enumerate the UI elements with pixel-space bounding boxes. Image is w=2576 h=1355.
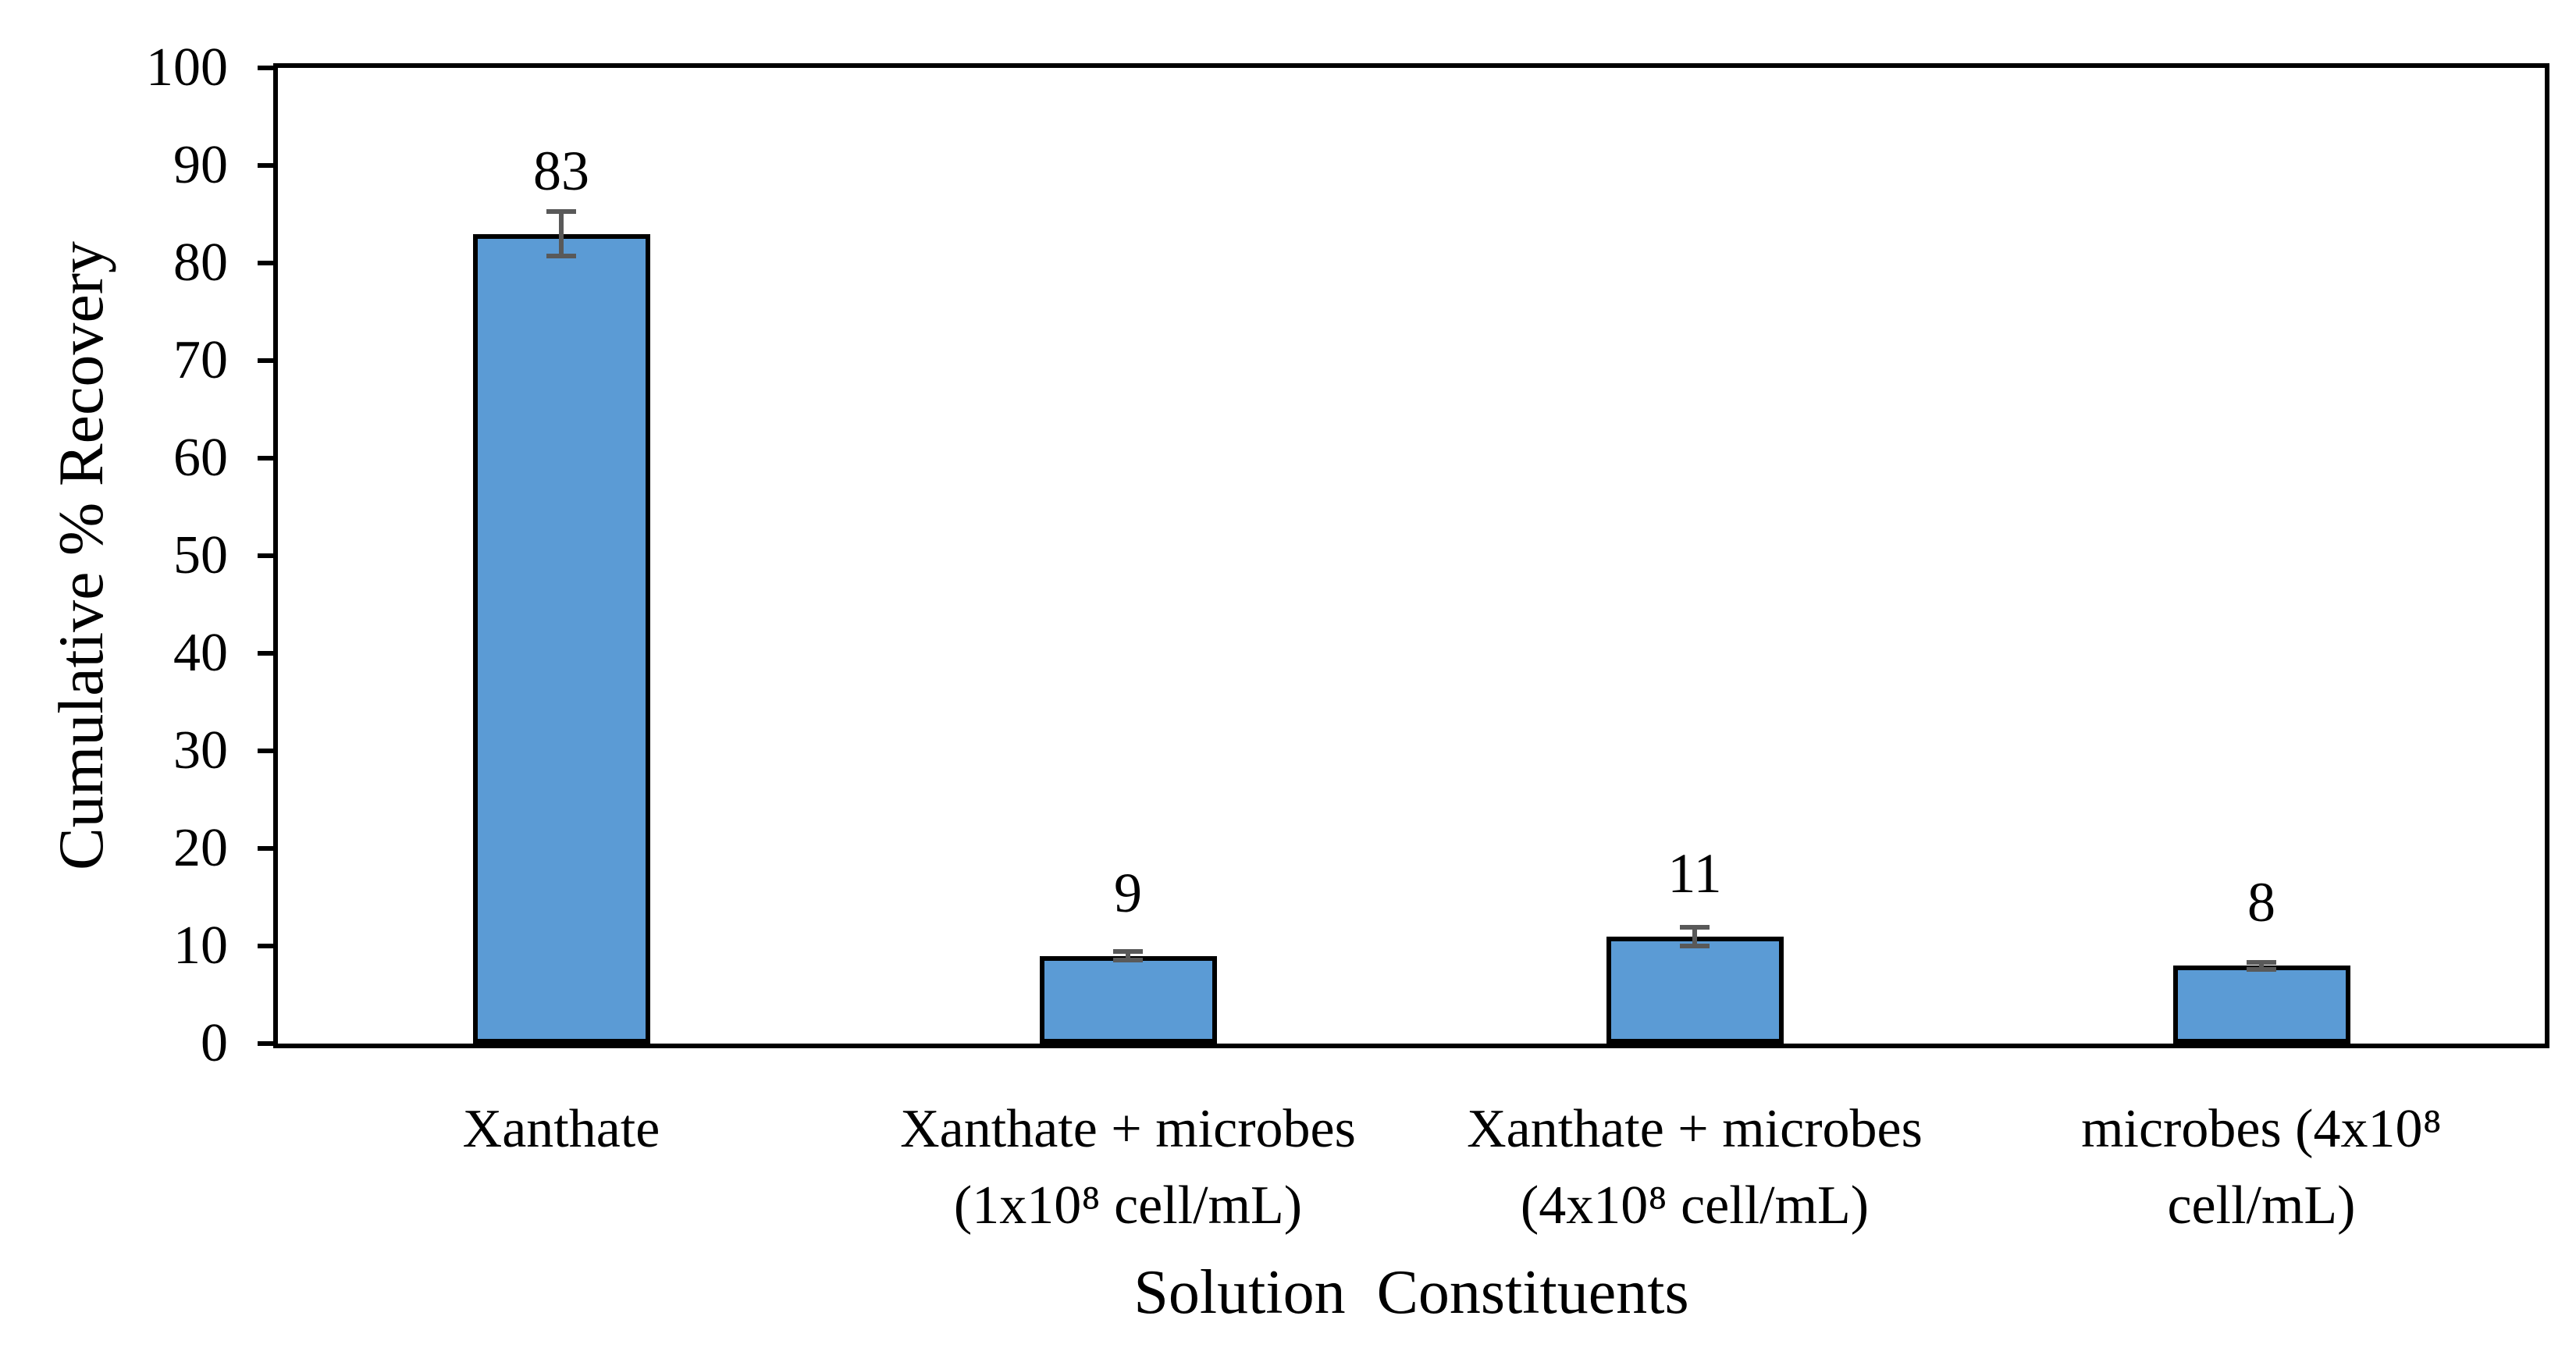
error-bar-stem <box>2259 959 2264 972</box>
y-tick-mark <box>258 163 278 168</box>
error-bar-cap-bottom <box>1680 943 1710 948</box>
x-category-label-line: (1x10⁸ cell/mL) <box>953 1175 1303 1236</box>
y-tick-label: 100 <box>146 37 228 98</box>
x-category-label: Xanthate <box>272 1091 850 1168</box>
x-category-label: Xanthate + microbes (4x10⁸ cell/mL) <box>1406 1091 1984 1244</box>
error-bar-cap-bottom <box>546 253 576 258</box>
y-tick-label: 80 <box>173 233 228 293</box>
y-tick-label: 20 <box>173 818 228 878</box>
error-bar-stem <box>1126 948 1130 963</box>
x-axis-title: Solution Constituents <box>1133 1258 1689 1327</box>
y-tick-label: 10 <box>173 916 228 976</box>
bar <box>472 233 650 1044</box>
x-category-label-line: microbes (4x10⁸ <box>2081 1099 2442 1159</box>
bar <box>1606 936 1784 1044</box>
bar <box>1039 955 1217 1044</box>
error-bar <box>1680 924 1710 948</box>
x-category-label-line: Xanthate <box>462 1099 660 1159</box>
plot-area: 83 9 11 8 <box>273 63 2549 1048</box>
bar-value-label: 11 <box>1667 841 1722 905</box>
error-bar-cap-bottom <box>1113 958 1143 963</box>
y-tick-mark <box>258 1041 278 1046</box>
y-tick-mark <box>258 553 278 558</box>
y-tick-mark <box>258 358 278 363</box>
x-category-label-line: Xanthate + microbes <box>1467 1099 1923 1159</box>
bar-value-label: 83 <box>533 139 589 202</box>
error-bar-cap-top <box>546 209 576 215</box>
y-tick-label: 40 <box>173 623 228 683</box>
y-tick-mark <box>258 651 278 656</box>
error-bar-stem <box>1692 924 1697 948</box>
y-tick-mark <box>258 846 278 851</box>
y-tick-label: 30 <box>173 720 228 781</box>
error-bar <box>2247 959 2276 972</box>
x-category-label-line: cell/mL) <box>2167 1175 2356 1236</box>
x-category-label: Xanthate + microbes (1x10⁸ cell/mL) <box>839 1091 1417 1244</box>
error-bar-stem <box>559 209 564 258</box>
error-bar <box>1113 948 1143 963</box>
y-tick-mark <box>258 749 278 753</box>
bar-value-label: 9 <box>1114 861 1142 924</box>
y-tick-label: 60 <box>173 428 228 488</box>
y-tick-label: 90 <box>173 135 228 195</box>
x-category-label-line: Xanthate + microbes <box>900 1099 1356 1159</box>
y-tick-mark <box>258 261 278 265</box>
x-category-label: microbes (4x10⁸ cell/mL) <box>1973 1091 2550 1244</box>
error-bar-cap-bottom <box>2247 966 2276 972</box>
y-tick-mark <box>258 66 278 70</box>
y-tick-label: 0 <box>201 1013 228 1073</box>
error-bar <box>546 209 576 258</box>
y-tick-mark <box>258 944 278 948</box>
y-tick-label: 50 <box>173 525 228 585</box>
error-bar-cap-top <box>2247 959 2276 965</box>
y-tick-label: 70 <box>173 330 228 390</box>
bar-value-label: 8 <box>2247 871 2275 934</box>
error-bar-cap-top <box>1113 948 1143 954</box>
bar <box>2172 966 2350 1044</box>
y-tick-mark <box>258 456 278 461</box>
x-category-label-line: (4x10⁸ cell/mL) <box>1520 1175 1870 1236</box>
error-bar-cap-top <box>1680 924 1710 930</box>
